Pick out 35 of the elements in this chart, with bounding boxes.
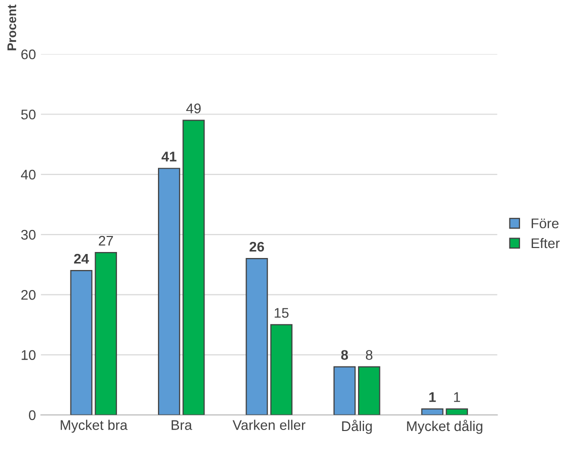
data-label: 15 <box>274 308 289 318</box>
y-tick-label: 20 <box>21 290 36 300</box>
y-tick-label: 10 <box>22 350 36 360</box>
x-tick-label: Varken eller <box>232 420 306 430</box>
y-tick-label: 60 <box>21 49 36 60</box>
bar <box>333 366 356 415</box>
data-label: 24 <box>74 254 89 264</box>
data-label: 1 <box>429 392 436 402</box>
x-tick-label: Mycket bra <box>60 420 128 433</box>
bar <box>94 252 117 415</box>
y-tick-label: 50 <box>21 110 36 120</box>
x-tick-label: Dålig <box>342 420 372 434</box>
bar <box>158 168 180 415</box>
bar <box>270 324 292 415</box>
bar <box>182 120 205 415</box>
y-tick-label: 40 <box>20 170 36 180</box>
x-tick-label: Mycket dålig <box>407 420 482 434</box>
bar <box>446 408 468 415</box>
bar <box>70 270 92 415</box>
data-label: 27 <box>98 236 113 246</box>
bar <box>421 408 444 415</box>
bar <box>246 258 268 415</box>
y-axis-title: Procent <box>7 4 16 50</box>
y-tick-label: 0 <box>28 410 36 420</box>
bar <box>358 366 380 415</box>
data-label: 41 <box>162 152 176 162</box>
data-label: 8 <box>341 350 348 360</box>
legend-label: Efter <box>532 238 560 248</box>
data-label: 49 <box>186 104 201 114</box>
data-label: 1 <box>454 392 460 402</box>
y-tick-label: 30 <box>21 230 36 240</box>
data-label: 8 <box>366 350 372 360</box>
x-tick-label: Bra <box>172 420 192 430</box>
legend-label: Före <box>532 218 559 228</box>
data-label: 26 <box>250 242 264 252</box>
